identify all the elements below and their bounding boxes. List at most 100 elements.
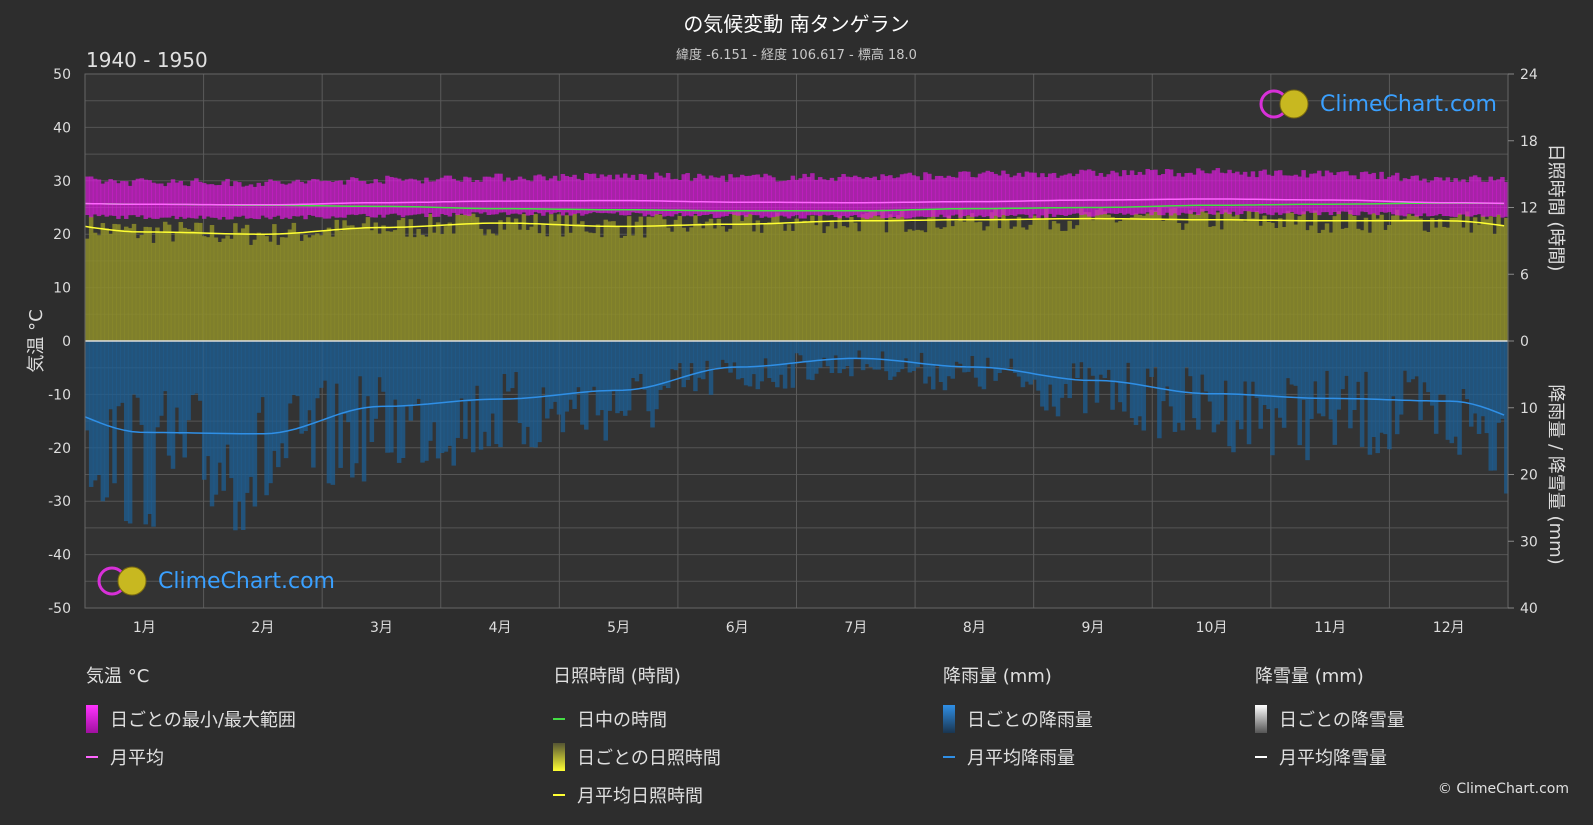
sunshine-bar	[845, 227, 850, 341]
legend-snow-head: 降雪量 (mm)	[1255, 666, 1364, 687]
rain-bar	[938, 341, 944, 382]
sunshine-bar	[478, 228, 484, 341]
legend-daily-snow-label: 日ごとの降雪量	[1279, 710, 1405, 731]
sunshine-bar	[240, 228, 246, 341]
sunshine-bar	[736, 212, 741, 341]
rain-bar	[981, 341, 987, 390]
sunshine-bar	[307, 237, 312, 341]
rain-bar	[564, 341, 570, 412]
sunshine-bar	[209, 225, 215, 341]
temp-range-bar	[1426, 182, 1431, 217]
temp-range-bar	[443, 175, 449, 216]
sunshine-bar	[821, 233, 827, 341]
temp-range-bar	[1281, 175, 1287, 214]
temp-range-bar	[541, 176, 546, 216]
sunshine-bar	[1383, 229, 1388, 341]
sunshine-bar	[1168, 208, 1174, 341]
rain-bar	[151, 341, 156, 527]
rain-bar	[1492, 341, 1497, 471]
rain-bar	[821, 341, 827, 358]
rain-bar	[322, 341, 328, 381]
sunshine-bar	[525, 229, 531, 341]
sunshine-bar	[116, 224, 121, 341]
rain-bar	[525, 341, 531, 427]
temp-range-bar	[1258, 170, 1263, 214]
temp-range-bar	[346, 179, 351, 215]
temp-range-bar	[1336, 172, 1341, 215]
rain-bar	[248, 341, 254, 477]
temp-range-bar	[665, 172, 671, 216]
temp-range-bar	[981, 172, 987, 218]
rain-bar	[467, 341, 472, 402]
sunshine-bar	[1215, 212, 1221, 341]
temp-range-bar	[837, 177, 842, 219]
temp-range-bar	[533, 175, 538, 213]
sunshine-bar	[447, 222, 453, 341]
sunshine-bar	[833, 228, 839, 341]
logo-top-right[interactable]: ClimeChart.com	[1258, 88, 1497, 120]
temp-range-bar	[1200, 170, 1205, 212]
sunshine-bar	[568, 232, 573, 341]
legend-sunshine-mean-label: 月平均日照時間	[577, 786, 703, 807]
temp-range-bar	[989, 171, 994, 219]
temp-range-bar	[786, 180, 792, 219]
rain-bar	[1305, 341, 1310, 461]
temp-range-bar	[810, 173, 815, 215]
sunshine-bar	[1402, 218, 1408, 341]
temp-range-bar	[209, 184, 215, 218]
sunshine-bar	[1445, 227, 1451, 341]
sunshine-bar	[252, 239, 258, 341]
rain-bar	[802, 341, 807, 362]
temp-range-bar	[654, 172, 659, 215]
temp-range-bar	[447, 175, 453, 217]
rain-bar	[221, 341, 226, 491]
sunshine-bar	[603, 219, 609, 341]
sunshine-bar	[439, 234, 445, 341]
sunshine-bar	[178, 222, 184, 341]
sunshine-bar	[981, 230, 987, 341]
temp-range-bar	[1192, 174, 1197, 213]
temp-range-bar	[993, 173, 998, 216]
temp-range-bar	[1402, 178, 1408, 217]
temp-range-bar	[638, 173, 644, 214]
rain-bar	[533, 341, 538, 448]
temp-range-bar	[568, 176, 573, 216]
temp-range-bar	[646, 179, 651, 215]
sunshine-bar	[704, 221, 710, 341]
sunshine-bar	[747, 213, 753, 341]
temp-range-bar	[303, 183, 308, 220]
sunshine-bar	[295, 232, 301, 341]
sunshine-bar	[1313, 210, 1318, 341]
temp-range-swatch	[86, 705, 98, 733]
rain-bar	[552, 341, 558, 402]
rain-bar	[443, 341, 449, 452]
temp-range-bar	[486, 176, 492, 216]
temp-mean-line	[84, 198, 1505, 206]
rain-bar	[369, 341, 375, 443]
temp-range-bar	[1145, 168, 1150, 213]
sunshine-bar	[521, 213, 527, 341]
x-tick-label: 1月	[133, 620, 156, 636]
sunshine-bar	[548, 214, 554, 341]
temp-range-bar	[673, 178, 679, 215]
logo-bottom-left[interactable]: ClimeChart.com	[96, 565, 335, 597]
sunshine-bar	[1207, 226, 1213, 341]
sunshine-bar	[1336, 211, 1341, 341]
rain-bar	[946, 341, 952, 377]
rain-bar	[1129, 341, 1135, 419]
temp-range-bar	[716, 177, 722, 218]
temp-range-bar	[174, 182, 180, 220]
temp-range-bar	[915, 176, 920, 217]
sunshine-bar	[895, 215, 901, 341]
temp-range-bar	[997, 175, 1002, 218]
rain-bar	[580, 341, 585, 425]
temp-range-bar	[326, 181, 332, 219]
rain-bar	[556, 341, 562, 415]
rain-bar	[291, 341, 297, 395]
temp-range-bar	[482, 176, 488, 213]
sunshine-bar	[584, 231, 589, 341]
temp-range-bar	[1449, 181, 1455, 217]
temp-range-bar	[451, 178, 456, 213]
rain-bar	[1086, 341, 1092, 368]
y-right-bottom-tick-label: 30	[1520, 534, 1538, 550]
